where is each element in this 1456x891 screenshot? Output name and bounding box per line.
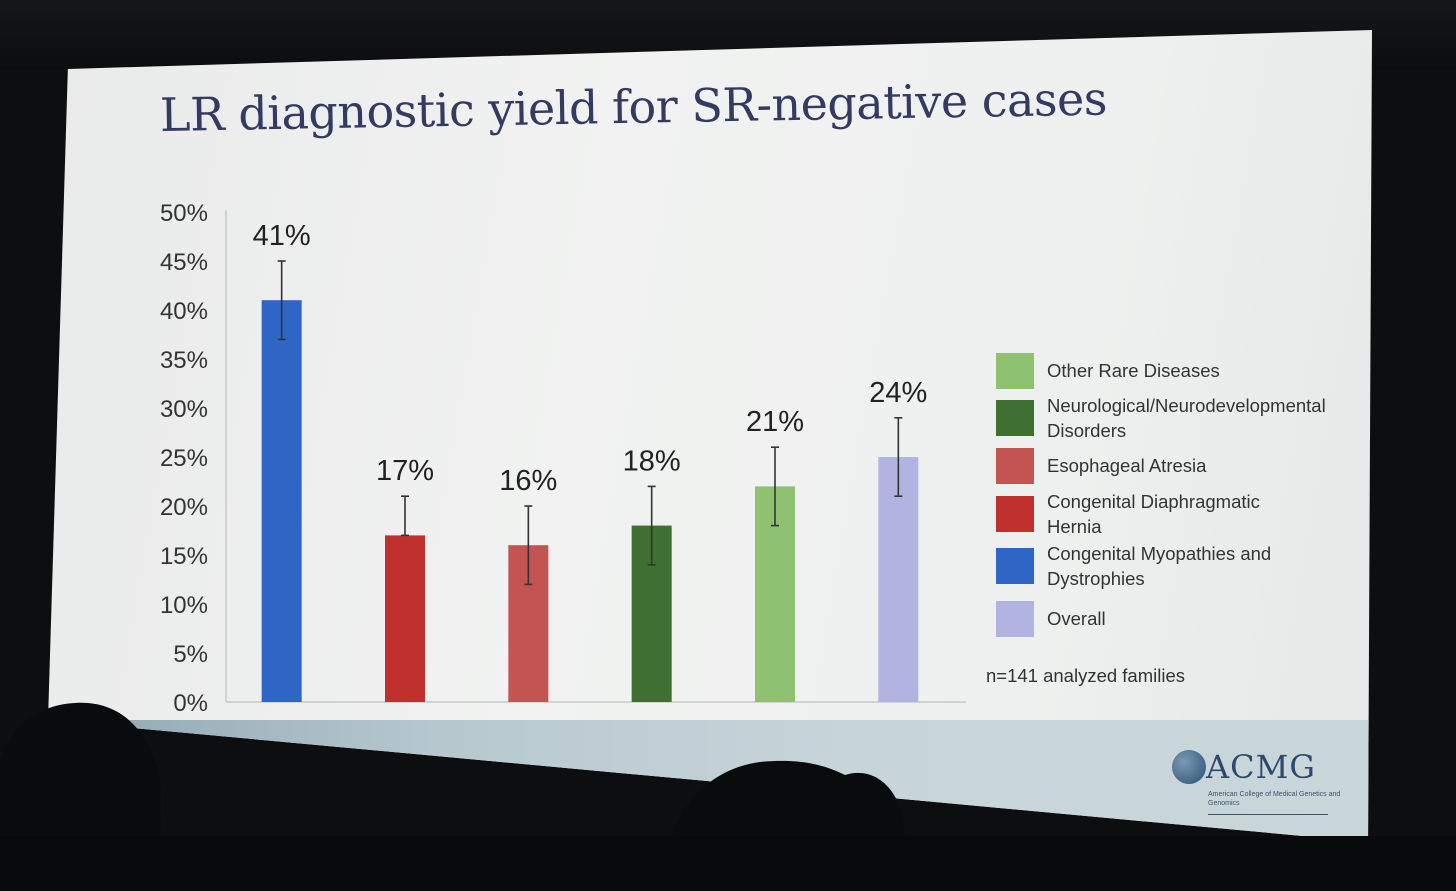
bar xyxy=(385,535,425,702)
legend-swatch xyxy=(996,496,1034,532)
legend-label: Hernia xyxy=(1047,516,1102,537)
acmg-logo: ACMG American College of Medical Genetic… xyxy=(1172,748,1352,828)
projection-screen: LR diagnostic yield for SR-negative case… xyxy=(48,30,1372,842)
legend-label: Disorders xyxy=(1047,420,1126,441)
bar xyxy=(878,457,919,702)
legend-label: Overall xyxy=(1047,608,1106,629)
acmg-logo-subtitle: American College of Medical Genetics and… xyxy=(1208,791,1341,807)
y-tick-labels: 0% 5% 10% 15% 20% 25% 30% 35% 40% 45% 50% xyxy=(160,200,208,717)
bars: 41% 17% 16% 18% 21% 24% xyxy=(253,220,927,702)
sample-size-note: n=141 analyzed families xyxy=(986,665,1185,686)
data-label: 41% xyxy=(253,220,311,252)
y-tick-label: 10% xyxy=(160,592,208,619)
data-label: 17% xyxy=(376,455,434,487)
logo-rule xyxy=(1208,814,1328,815)
legend-swatch xyxy=(996,601,1034,637)
data-label: 21% xyxy=(746,406,804,438)
y-tick-label: 25% xyxy=(160,445,208,472)
globe-icon xyxy=(1172,750,1206,784)
legend-label: Neurological/Neurodevelopmental xyxy=(1047,395,1326,416)
data-label: 24% xyxy=(869,377,927,409)
legend-swatch xyxy=(996,448,1034,484)
legend-label: Congenital Diaphragmatic xyxy=(1047,491,1260,512)
y-tick-label: 0% xyxy=(173,690,208,717)
room-floor xyxy=(0,836,1456,891)
y-tick-label: 20% xyxy=(160,494,208,521)
legend-swatch xyxy=(996,548,1034,584)
y-tick-label: 15% xyxy=(160,543,208,570)
acmg-logo-text: ACMG xyxy=(1206,748,1316,786)
y-tick-label: 45% xyxy=(160,249,208,276)
y-tick-label: 5% xyxy=(173,641,208,668)
bar xyxy=(261,300,302,702)
legend: Other Rare Diseases Neurological/Neurodev… xyxy=(996,353,1326,637)
data-label: 18% xyxy=(623,445,681,477)
legend-label: Other Rare Diseases xyxy=(1047,360,1220,381)
legend-swatch xyxy=(996,353,1034,389)
legend-label: Congenital Myopathies and xyxy=(1047,543,1271,564)
footer-url: www.acmg.net xyxy=(144,775,229,790)
legend-label: Dystrophies xyxy=(1047,568,1145,589)
y-tick-label: 50% xyxy=(160,200,208,227)
bar-chart: 0% 5% 10% 15% 20% 25% 30% 35% 40% 45% 50% 41% 17% 16… xyxy=(160,200,1326,717)
y-tick-label: 40% xyxy=(160,298,208,325)
data-label: 16% xyxy=(499,465,557,497)
legend-label: Esophageal Atresia xyxy=(1047,455,1207,476)
y-tick-label: 35% xyxy=(160,347,208,374)
y-tick-label: 30% xyxy=(160,396,208,423)
legend-swatch xyxy=(996,400,1034,436)
